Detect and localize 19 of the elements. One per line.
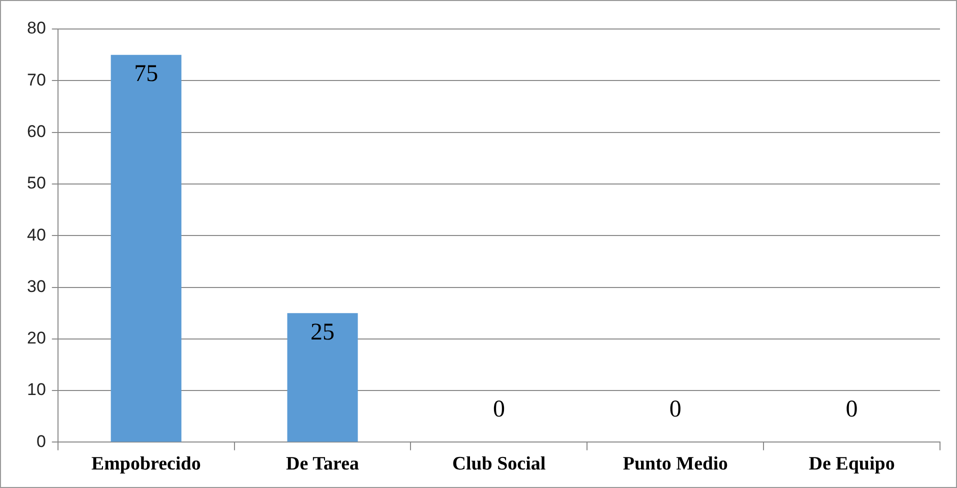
x-tick-label: De Equipo [808, 454, 895, 475]
y-tick-label: 40 [26, 225, 46, 244]
y-tick-label: 20 [26, 328, 46, 348]
y-tick-label: 70 [26, 70, 46, 90]
x-tick-label: Punto Medio [622, 454, 728, 475]
y-tick-label: 30 [26, 276, 46, 296]
data-label: 0 [492, 396, 505, 422]
y-tick-label: 10 [26, 380, 46, 400]
x-tick-label: Empobrecido [91, 454, 201, 475]
data-label: 0 [846, 396, 858, 422]
y-tick-label: 80 [26, 18, 46, 38]
y-tick-label: 50 [26, 174, 46, 193]
y-tick-label: 60 [26, 122, 46, 141]
data-label: 0 [669, 396, 682, 422]
x-tick-label: De Tarea [286, 454, 360, 475]
data-label: 75 [134, 61, 158, 88]
x-tick-label: Club Social [452, 454, 546, 475]
y-tick-label: 0 [36, 432, 46, 451]
data-label: 25 [310, 319, 335, 346]
